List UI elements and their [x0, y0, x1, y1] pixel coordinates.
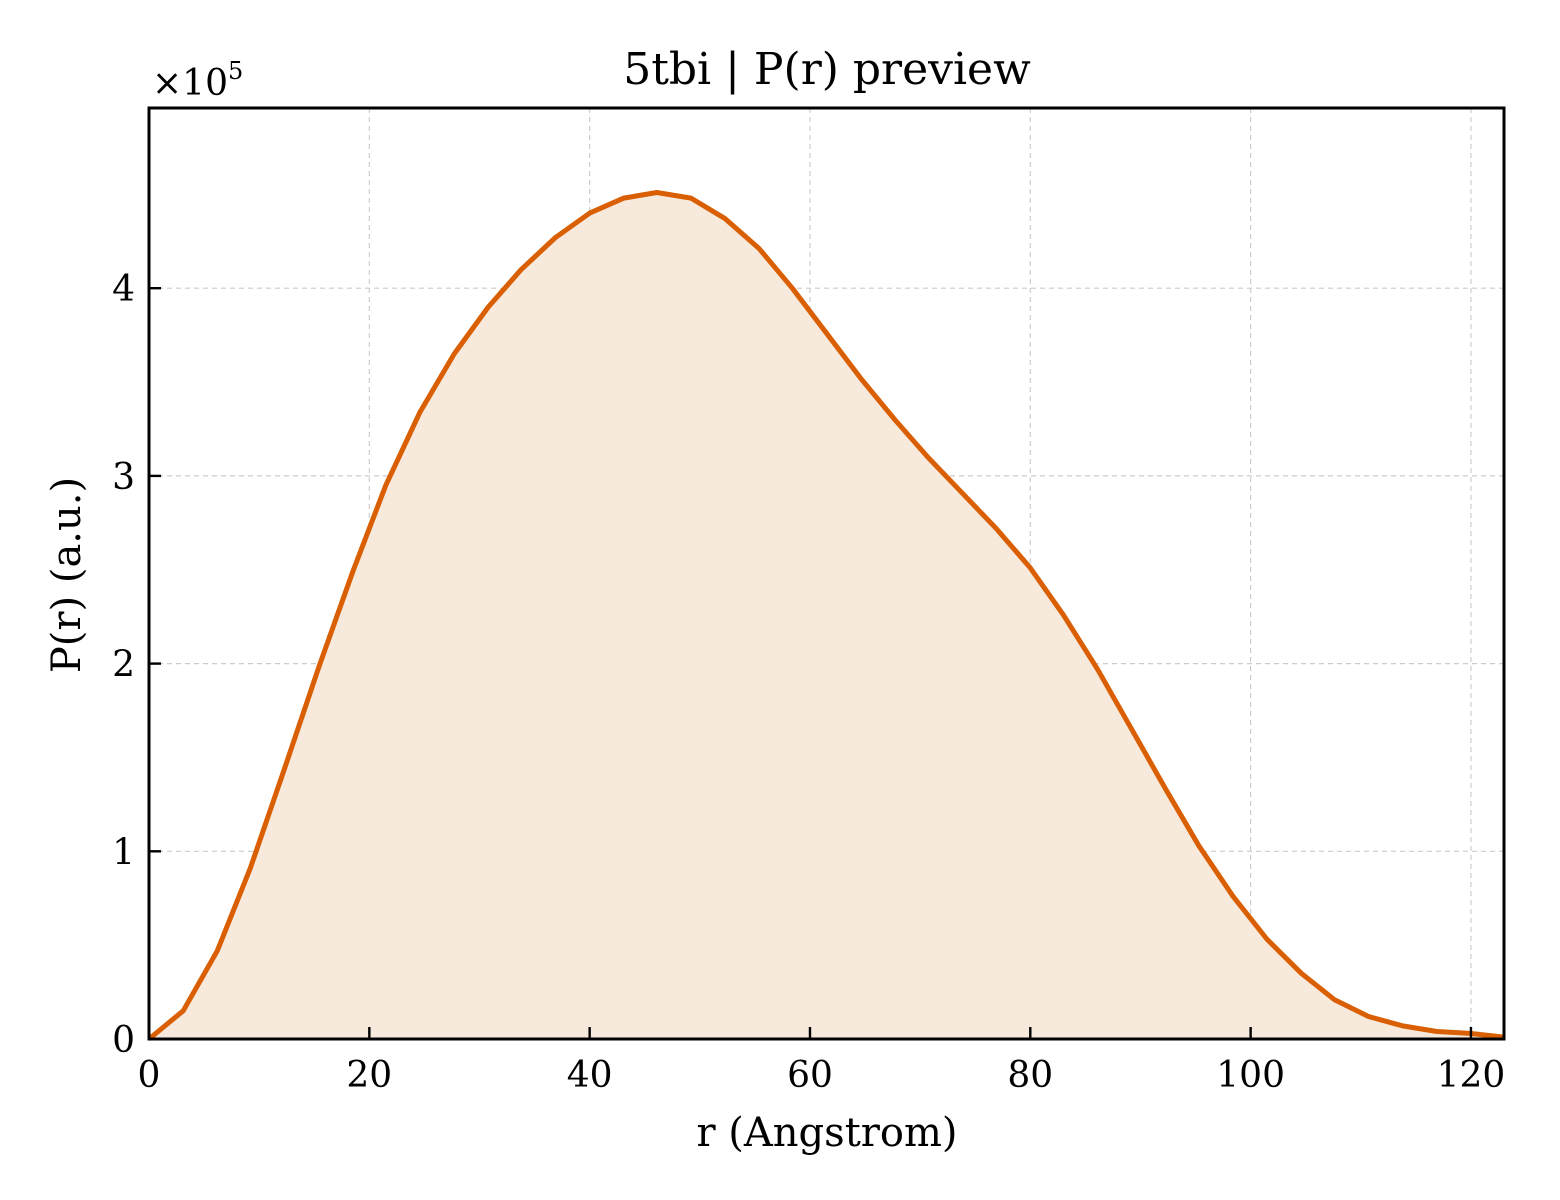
y-tick-label: 4	[112, 269, 135, 310]
y-axis-multiplier-base: ×10	[152, 63, 228, 104]
y-tick-label: 2	[112, 645, 135, 686]
y-axis-multiplier: ×105	[152, 57, 243, 104]
y-tick-label: 3	[112, 457, 135, 498]
plot-frame	[147, 106, 1506, 1041]
x-tick-label: 80	[1007, 1055, 1053, 1096]
x-tick-label: 100	[1216, 1055, 1285, 1096]
chart-title: 5tbi | P(r) preview	[623, 44, 1031, 95]
axis-ticks: 0 20 40 60 80 100 120 0 1 2 3 4	[112, 269, 1505, 1096]
x-axis-label: r (Angstrom)	[696, 1110, 957, 1156]
x-tick-label: 20	[346, 1055, 392, 1096]
x-tick-label: 120	[1437, 1055, 1506, 1096]
pr-area-fill	[149, 192, 1504, 1039]
x-tick-label: 40	[567, 1055, 613, 1096]
y-tick-label: 1	[112, 832, 135, 873]
y-axis-label: P(r) (a.u.)	[44, 477, 90, 673]
y-tick-label: 0	[112, 1020, 135, 1061]
x-tick-label: 60	[787, 1055, 833, 1096]
x-tick-label: 0	[138, 1055, 161, 1096]
y-axis-multiplier-exponent: 5	[228, 57, 243, 85]
pr-curve-line	[147, 190, 1505, 1041]
